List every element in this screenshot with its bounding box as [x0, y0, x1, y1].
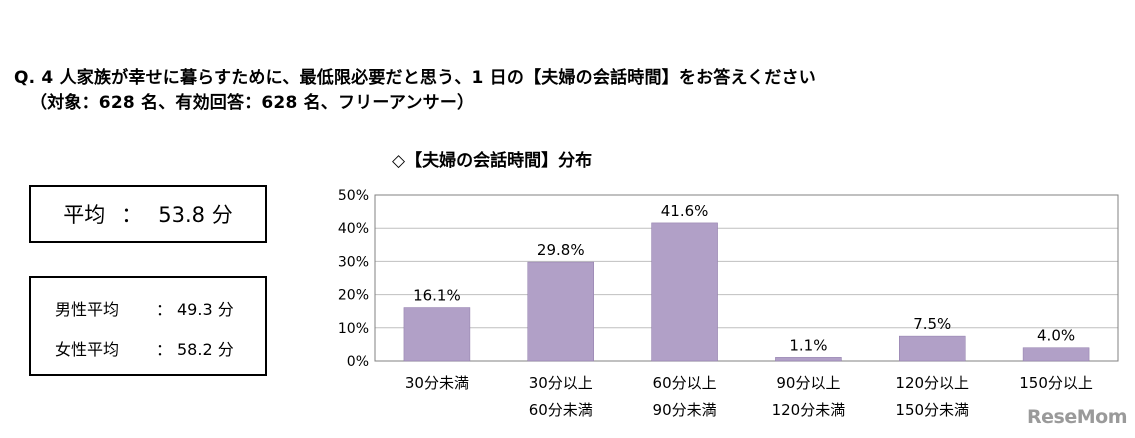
- x-tick-label: 60分以上: [653, 374, 717, 392]
- data-label: 41.6%: [661, 202, 709, 220]
- bar: [651, 222, 718, 362]
- y-tick-label: 30%: [338, 254, 369, 270]
- resemom-logo: ReseMom: [1027, 406, 1127, 428]
- bar: [775, 357, 842, 362]
- y-tick-label: 10%: [338, 321, 369, 337]
- data-label: 4.0%: [1037, 327, 1075, 345]
- x-tick-label: 90分未満: [653, 401, 717, 419]
- data-label: 7.5%: [913, 315, 951, 333]
- question-line-2: （対象：628 名、有効回答：628 名、フリーアンサー）: [30, 93, 475, 113]
- male-average-label: 男性平均: [55, 300, 120, 319]
- average-separator: ：: [121, 203, 143, 227]
- x-tick-label: 30分以上: [529, 374, 593, 392]
- y-tick-label: 20%: [338, 288, 369, 304]
- gender-average-box: 男性平均 ： 49.3 分 女性平均 ： 58.2 分: [29, 276, 267, 376]
- question-line-1: Q. 4 人家族が幸せに暮らすために、最低限必要だと思う、1 日の【夫婦の会話時…: [14, 68, 816, 88]
- x-tick-label: 120分以上: [895, 374, 969, 392]
- question-text: Q. 4 人家族が幸せに暮らすために、最低限必要だと思う、1 日の【夫婦の会話時…: [14, 66, 816, 116]
- average-label: 平均: [63, 203, 106, 227]
- data-label: 16.1%: [413, 287, 461, 305]
- male-average-row: 男性平均 ： 49.3 分: [55, 296, 234, 320]
- data-label: 29.8%: [537, 241, 585, 259]
- male-average-separator: ：: [155, 300, 172, 319]
- female-average-value: 58.2 分: [177, 340, 234, 359]
- x-tick-label: 120分未満: [772, 401, 846, 419]
- bar: [899, 335, 966, 362]
- plot-area: [374, 194, 1119, 362]
- x-tick-label: 150分未満: [895, 401, 969, 419]
- bar: [403, 307, 471, 362]
- data-label: 1.1%: [789, 336, 827, 354]
- y-tick-label: 40%: [338, 221, 369, 237]
- x-tick-label: 60分未満: [529, 401, 593, 419]
- average-box: 平均 ： 53.8 分: [29, 185, 267, 243]
- female-average-row: 女性平均 ： 58.2 分: [55, 336, 234, 360]
- y-tick-label: 0%: [347, 354, 369, 370]
- average-value: 53.8 分: [158, 203, 233, 227]
- y-tick-label: 50%: [338, 188, 369, 204]
- male-average-value: 49.3 分: [177, 300, 234, 319]
- female-average-separator: ：: [155, 340, 172, 359]
- x-tick-label: 150分以上: [1019, 374, 1093, 392]
- x-tick-label: 90分以上: [776, 374, 840, 392]
- chart-title: ◇【夫婦の会話時間】分布: [392, 151, 593, 171]
- x-tick-label: 30分未満: [405, 374, 469, 392]
- bar: [1022, 347, 1090, 362]
- female-average-label: 女性平均: [55, 340, 120, 359]
- bar: [527, 261, 594, 362]
